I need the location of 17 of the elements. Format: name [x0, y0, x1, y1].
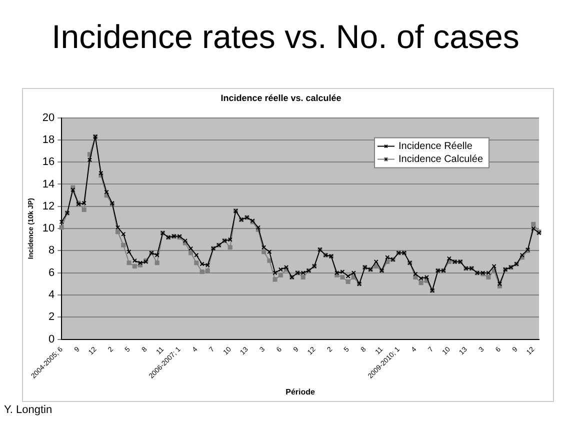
y-tick-label: 2 — [48, 311, 55, 324]
y-tick-label: 4 — [48, 289, 55, 302]
y-tick-label: 16 — [42, 156, 55, 168]
legend-label: Incidence Calculée — [398, 154, 484, 166]
legend-label: Incidence Réelle — [398, 141, 473, 152]
y-tick-label: 6 — [48, 266, 55, 279]
y-tick-label: 14 — [42, 178, 55, 190]
chart-title: Incidence rates vs. No. of cases — [50, 18, 520, 56]
y-tick-label: 12 — [42, 200, 55, 212]
y-tick-label: 10 — [42, 222, 55, 235]
y-tick-label: 0 — [48, 333, 55, 346]
y-tick-label: 20 — [42, 112, 55, 124]
chart-subtitle: Incidence réelle vs. calculée — [220, 92, 342, 103]
y-tick-label: 18 — [42, 134, 55, 146]
y-tick-label: 8 — [48, 244, 55, 257]
text: Y. Longtin — [4, 404, 52, 416]
x-axis-title: Période — [286, 387, 316, 396]
